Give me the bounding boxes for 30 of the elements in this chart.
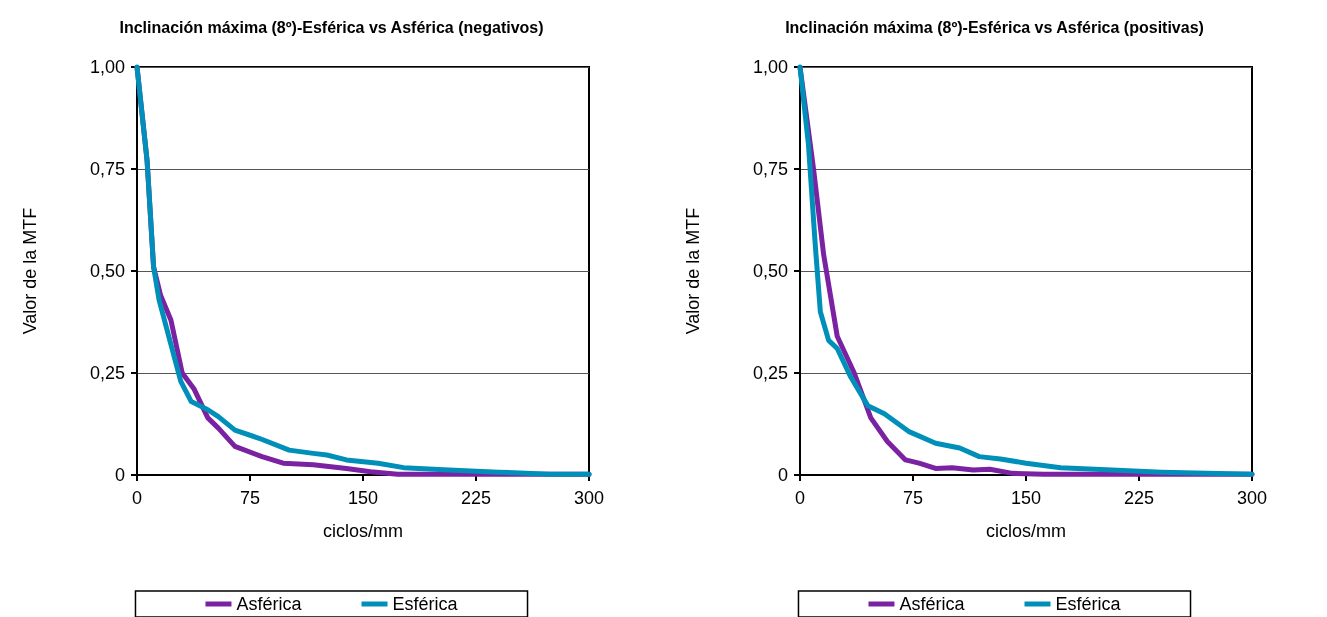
y-tick-label: 0,50 bbox=[89, 261, 125, 281]
x-tick-label: 300 bbox=[573, 488, 605, 508]
y-tick-label: 0,75 bbox=[89, 159, 125, 179]
x-axis-title: ciclos/mm bbox=[986, 521, 1066, 541]
y-axis-title: Valor de la MTF bbox=[683, 207, 703, 335]
y-tick-label: 0 bbox=[114, 465, 125, 485]
legend-label: Asférica bbox=[236, 594, 303, 614]
x-tick-label: 75 bbox=[239, 488, 261, 508]
y-tick-label: 1,00 bbox=[89, 57, 125, 77]
y-tick-label: 0 bbox=[777, 465, 788, 485]
x-tick-label: 75 bbox=[902, 488, 924, 508]
legend-label: Esférica bbox=[392, 594, 459, 614]
y-tick-label: 0,75 bbox=[752, 159, 788, 179]
x-tick-label: 225 bbox=[460, 488, 492, 508]
chart-title: Inclinación máxima (8º)-Esférica vs Asférica (positivas) bbox=[785, 18, 1204, 36]
x-axis-title: ciclos/mm bbox=[323, 521, 403, 541]
x-tick-label: 300 bbox=[1236, 488, 1268, 508]
y-tick-label: 0,25 bbox=[752, 363, 788, 383]
x-tick-label: 0 bbox=[131, 488, 143, 508]
chart-title: Inclinación máxima (8º)-Esférica vs Asférica (negativos) bbox=[119, 18, 544, 36]
y-tick-label: 0,50 bbox=[752, 261, 788, 281]
y-tick-label: 0,25 bbox=[89, 363, 125, 383]
y-axis-title: Valor de la MTF bbox=[20, 207, 40, 335]
y-tick-label: 1,00 bbox=[752, 57, 788, 77]
x-tick-label: 150 bbox=[1010, 488, 1042, 508]
x-tick-label: 0 bbox=[794, 488, 806, 508]
x-tick-label: 150 bbox=[347, 488, 379, 508]
legend-label: Esférica bbox=[1055, 594, 1122, 614]
x-tick-label: 225 bbox=[1123, 488, 1155, 508]
legend-label: Asférica bbox=[899, 594, 966, 614]
